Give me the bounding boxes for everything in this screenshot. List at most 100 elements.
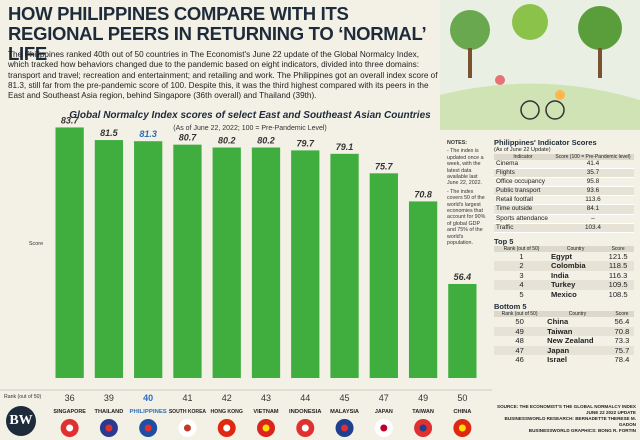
trunk xyxy=(468,48,472,78)
cell: 116.3 xyxy=(608,270,628,280)
source-line: SOURCE: THE ECONOMIST'S THE GLOBAL NORMA… xyxy=(497,404,636,415)
bar xyxy=(291,150,320,378)
flag-emblem xyxy=(66,424,74,432)
tree xyxy=(578,6,622,50)
row: 3 India 116.3 xyxy=(494,271,634,281)
cell: 5 xyxy=(519,289,524,299)
row: Office occupancy 95.8 xyxy=(494,177,634,188)
cell: 108.5 xyxy=(608,289,628,299)
row: 50 China 56.4 xyxy=(494,317,634,327)
value-label: 81.3 xyxy=(139,129,157,139)
cell: New Zealand xyxy=(547,336,594,346)
row: 49 Taiwan 70.8 xyxy=(494,326,634,337)
rank-label: 45 xyxy=(340,393,350,403)
x-tick-label: JAPAN xyxy=(375,409,393,415)
cell: 70.8 xyxy=(609,326,634,337)
rank-label: 50 xyxy=(457,393,467,403)
bar xyxy=(134,141,163,378)
source: SOURCE: THE ECONOMIST'S THE GLOBAL NORMA… xyxy=(494,404,636,434)
logo: BW xyxy=(6,406,36,436)
flag-emblem xyxy=(262,424,270,432)
value-label: 75.7 xyxy=(375,161,394,171)
notes-heading: NOTES: xyxy=(447,140,468,146)
lawn xyxy=(440,83,640,130)
cell: 46 xyxy=(515,355,524,365)
row: Traffic 103.4 xyxy=(494,223,634,233)
bar xyxy=(369,173,398,378)
cell: 84.1 xyxy=(551,204,634,215)
x-tick-label: MALAYSIA xyxy=(330,409,360,415)
person xyxy=(555,90,565,100)
cell: 4 xyxy=(494,280,549,290)
table-subtitle: (As of June 22 Update) xyxy=(494,147,551,153)
cell: India xyxy=(550,270,569,280)
person xyxy=(495,75,505,85)
cell: Flights xyxy=(494,168,552,179)
table-title: Bottom 5 xyxy=(494,302,527,312)
value-label: 81.5 xyxy=(100,128,119,138)
flag-emblem xyxy=(144,424,152,432)
header-cell: Rank (out of 50) xyxy=(494,311,546,318)
value-label: 56.4 xyxy=(454,272,472,282)
cell: 49 xyxy=(494,326,546,337)
header-row: Rank (out of 50) Country Score xyxy=(494,311,634,318)
row: 2 Colombia 118.5 xyxy=(494,261,634,271)
flag-emblem xyxy=(458,424,466,432)
cell: Turkey xyxy=(548,280,603,290)
flag-emblem xyxy=(183,424,191,432)
flag-emblem xyxy=(380,424,388,432)
cell: Traffic xyxy=(494,223,552,233)
header-cell: Score xyxy=(602,245,634,252)
intro: The Philippines ranked 40th out of 50 co… xyxy=(8,50,438,101)
cell: 78.4 xyxy=(614,355,630,365)
rank-label: 43 xyxy=(261,393,271,403)
bike xyxy=(520,100,540,120)
flag-emblem xyxy=(105,424,113,432)
x-tick-label: THAILAND xyxy=(95,409,124,415)
cell: 56.4 xyxy=(614,317,630,327)
header-row: Indicator Score (100 = Pre-Pandemic level… xyxy=(494,154,634,160)
cell: 50 xyxy=(515,317,524,327)
table-title: Top 5 xyxy=(494,236,514,246)
x-tick-label: SOUTH KOREA xyxy=(169,409,207,415)
flag-emblem xyxy=(301,424,309,432)
cell: 73.3 xyxy=(614,336,630,346)
rank-label: 44 xyxy=(300,393,310,403)
cell: Israel xyxy=(547,355,568,365)
side-panel: Philippines' Indicator Scores (As of June… xyxy=(494,138,634,365)
source-line: BUSINESSWORLD RESEARCH: BERNADETTE THERE… xyxy=(504,416,636,427)
value-label: 80.7 xyxy=(179,133,198,143)
bike xyxy=(545,100,565,120)
value-label: 70.8 xyxy=(414,189,432,199)
table: Rank (out of 50) Country Score 1 Egypt 121.5 2… xyxy=(494,245,634,300)
x-tick-label: VIETNAM xyxy=(253,409,278,415)
bar xyxy=(94,140,124,378)
row: Cinema 41.4 xyxy=(494,160,634,170)
row: Sports attendance – xyxy=(494,214,634,224)
row: 47 Japan 75.7 xyxy=(494,345,634,356)
cell: 3 xyxy=(519,270,524,280)
notes: NOTES: - The index is updated once a wee… xyxy=(447,140,489,247)
value-label: 80.2 xyxy=(218,136,236,146)
row: 4 Turkey 109.5 xyxy=(494,280,634,290)
chart-title: Global Normalcy Index scores of select E… xyxy=(69,110,431,121)
row: Retail footfall 113.6 xyxy=(494,195,634,206)
rank-label: 39 xyxy=(104,393,114,403)
header-cell: Indicator xyxy=(494,154,552,160)
cell: 118.5 xyxy=(602,261,634,271)
flag-emblem xyxy=(419,424,427,432)
bar xyxy=(448,283,477,378)
cell: 113.6 xyxy=(551,195,634,206)
table: Rank (out of 50) Country Score 50 China 56.4 4… xyxy=(494,311,634,365)
rank-label: 40 xyxy=(143,393,153,403)
header-cell: Country xyxy=(545,311,610,318)
illustration xyxy=(440,0,640,130)
y-axis-label: Score xyxy=(29,241,43,247)
cell: China xyxy=(547,317,569,327)
x-tick-label: PHILIPPINES xyxy=(130,409,167,415)
tree xyxy=(512,4,548,40)
x-tick-label: INDONESIA xyxy=(289,409,322,415)
cell: 75.7 xyxy=(609,345,634,356)
rank-label: 49 xyxy=(418,393,428,403)
